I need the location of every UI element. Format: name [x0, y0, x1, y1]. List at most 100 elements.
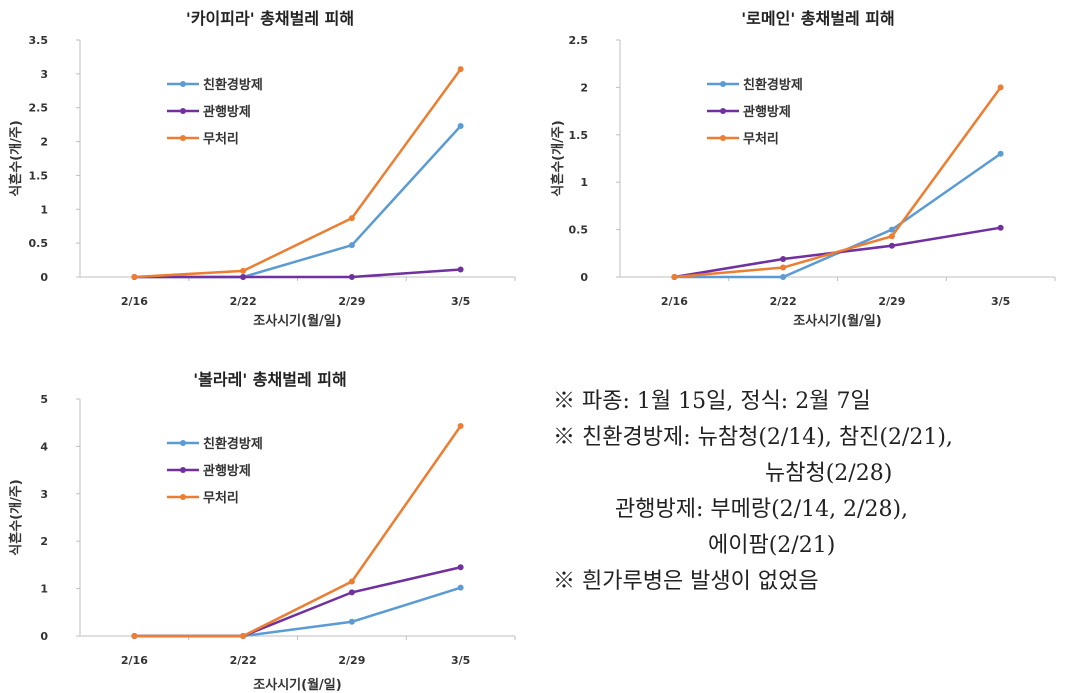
y-tick-label: 5 — [40, 393, 48, 406]
y-tick-label: 1.5 — [29, 169, 49, 182]
legend-swatch-marker — [720, 108, 726, 114]
data-point — [131, 633, 138, 639]
legend-label: 친환경방제 — [743, 77, 803, 93]
data-point — [348, 215, 355, 222]
y-tick-label: 4 — [40, 440, 48, 453]
data-point — [888, 242, 895, 249]
y-axis-label: 식흔수(개/주) — [8, 479, 24, 555]
series-line-0 — [134, 586, 461, 638]
y-tick-label: 0 — [40, 630, 48, 643]
data-point — [780, 274, 787, 280]
legend-swatch-marker — [720, 135, 726, 141]
data-point — [131, 274, 138, 280]
series-line-1 — [134, 268, 461, 279]
data-point — [348, 242, 355, 249]
legend-swatch-marker — [180, 108, 186, 114]
data-point — [348, 578, 355, 585]
y-axis-label: 식흔수(개/주) — [550, 120, 566, 196]
x-tick-label: 2/16 — [661, 295, 688, 308]
x-tick-label: 2/22 — [770, 295, 797, 308]
x-axis-label: 조사시기(월/일) — [253, 313, 341, 329]
x-axis-label: 조사시기(월/일) — [253, 677, 341, 693]
y-axis-label: 식흔수(개/주) — [8, 120, 24, 196]
legend-label: 관행방제 — [203, 104, 251, 120]
y-tick-label: 0 — [580, 271, 588, 284]
x-tick-label: 2/16 — [121, 654, 148, 667]
note-eco-control-cont: 뉴참청(2/28) — [765, 461, 893, 486]
x-tick-label: 2/29 — [338, 654, 365, 667]
y-tick-label: 2 — [40, 535, 48, 548]
y-tick-label: 2.5 — [29, 102, 49, 115]
x-tick-label: 2/16 — [121, 295, 148, 308]
y-tick-label: 1 — [40, 583, 48, 596]
data-point — [997, 224, 1004, 231]
notes-block: ※ 파종: 1월 15일, 정식: 2월 7일 ※ 친환경방제: 뉴참청(2/1… — [553, 384, 1073, 600]
x-tick-label: 3/5 — [451, 295, 470, 308]
legend-label: 무처리 — [743, 131, 779, 147]
legend-swatch-marker — [180, 81, 186, 87]
x-tick-label: 3/5 — [991, 295, 1010, 308]
legend-label: 관행방제 — [203, 463, 251, 479]
y-tick-label: 2 — [40, 136, 48, 149]
legend-label: 무처리 — [203, 131, 239, 147]
x-tick-label: 2/29 — [878, 295, 905, 308]
legend-swatch-marker — [180, 440, 186, 446]
data-point — [997, 150, 1004, 157]
note-eco-control: ※ 친환경방제: 뉴참청(2/14), 참진(2/21), — [553, 425, 953, 450]
data-point — [348, 274, 355, 280]
y-tick-label: 3.5 — [29, 34, 49, 47]
x-tick-label: 2/22 — [230, 654, 257, 667]
data-point — [780, 264, 787, 271]
series-line-0 — [134, 125, 462, 279]
y-tick-label: 3 — [40, 68, 48, 81]
data-point — [457, 122, 464, 129]
y-tick-label: 0.5 — [29, 237, 49, 250]
data-point — [671, 274, 678, 280]
x-tick-label: 2/22 — [230, 295, 257, 308]
legend-swatch-marker — [180, 135, 186, 141]
note-powdery-mildew: ※ 흰가루병은 발생이 없었음 — [553, 569, 819, 594]
y-tick-label: 3 — [40, 488, 48, 501]
note-conventional-control-cont: 에이팜(2/21) — [708, 533, 836, 558]
data-point — [457, 423, 464, 430]
x-tick-label: 2/29 — [338, 295, 365, 308]
data-point — [240, 633, 247, 639]
data-point — [457, 266, 464, 273]
series-line-1 — [134, 566, 461, 638]
series-line-2 — [134, 425, 462, 638]
y-tick-label: 1.5 — [569, 129, 589, 142]
data-point — [457, 584, 464, 591]
chart-title: '볼라레' 총채벌레 피해 — [193, 370, 346, 389]
legend-label: 무처리 — [203, 490, 239, 506]
chart-romaine: '로메인' 총채벌레 피해 0 0.5 1 1.5 2 2.5 2/16 2/22 2/29 3/5… — [550, 9, 1056, 329]
series-line-2 — [674, 86, 1002, 279]
data-point — [780, 255, 787, 262]
legend-label: 친환경방제 — [203, 77, 263, 93]
legend-swatch-marker — [180, 467, 186, 473]
y-tick-label: 2.5 — [569, 34, 589, 47]
note-conventional-control: 관행방제: 부메랑(2/14, 2/28), — [615, 497, 909, 522]
note-sowing: ※ 파종: 1월 15일, 정식: 2월 7일 — [553, 389, 871, 414]
series-line-2 — [134, 68, 462, 279]
y-tick-label: 0 — [40, 271, 48, 284]
data-point — [888, 233, 895, 240]
data-point — [240, 267, 247, 274]
data-point — [457, 564, 464, 571]
y-tick-label: 0.5 — [569, 224, 589, 237]
chart-title: '카이피라' 총채벌레 피해 — [186, 9, 354, 28]
legend-label: 관행방제 — [743, 104, 791, 120]
data-point — [997, 84, 1004, 91]
legend-swatch-marker — [180, 494, 186, 500]
x-tick-label: 3/5 — [451, 654, 470, 667]
chart-volare: '볼라레' 총채벌레 피해 0 1 2 3 4 5 2/16 2/22 2/29 3/5 조사시기(월… — [8, 370, 516, 693]
chart-kaipira: '카이피라' 총채벌레 피해 0 0.5 1 1.5 2 2.5 3 3.5 2/16 2/22 2/… — [8, 9, 516, 329]
data-point — [457, 66, 464, 73]
data-point — [348, 618, 355, 625]
x-axis-label: 조사시기(월/일) — [793, 313, 881, 329]
series-line-0 — [674, 152, 1002, 279]
data-point — [240, 274, 247, 280]
legend-label: 친환경방제 — [203, 436, 263, 452]
y-tick-label: 1 — [580, 176, 588, 189]
data-point — [348, 589, 355, 596]
chart-title: '로메인' 총채벌레 피해 — [741, 9, 894, 28]
